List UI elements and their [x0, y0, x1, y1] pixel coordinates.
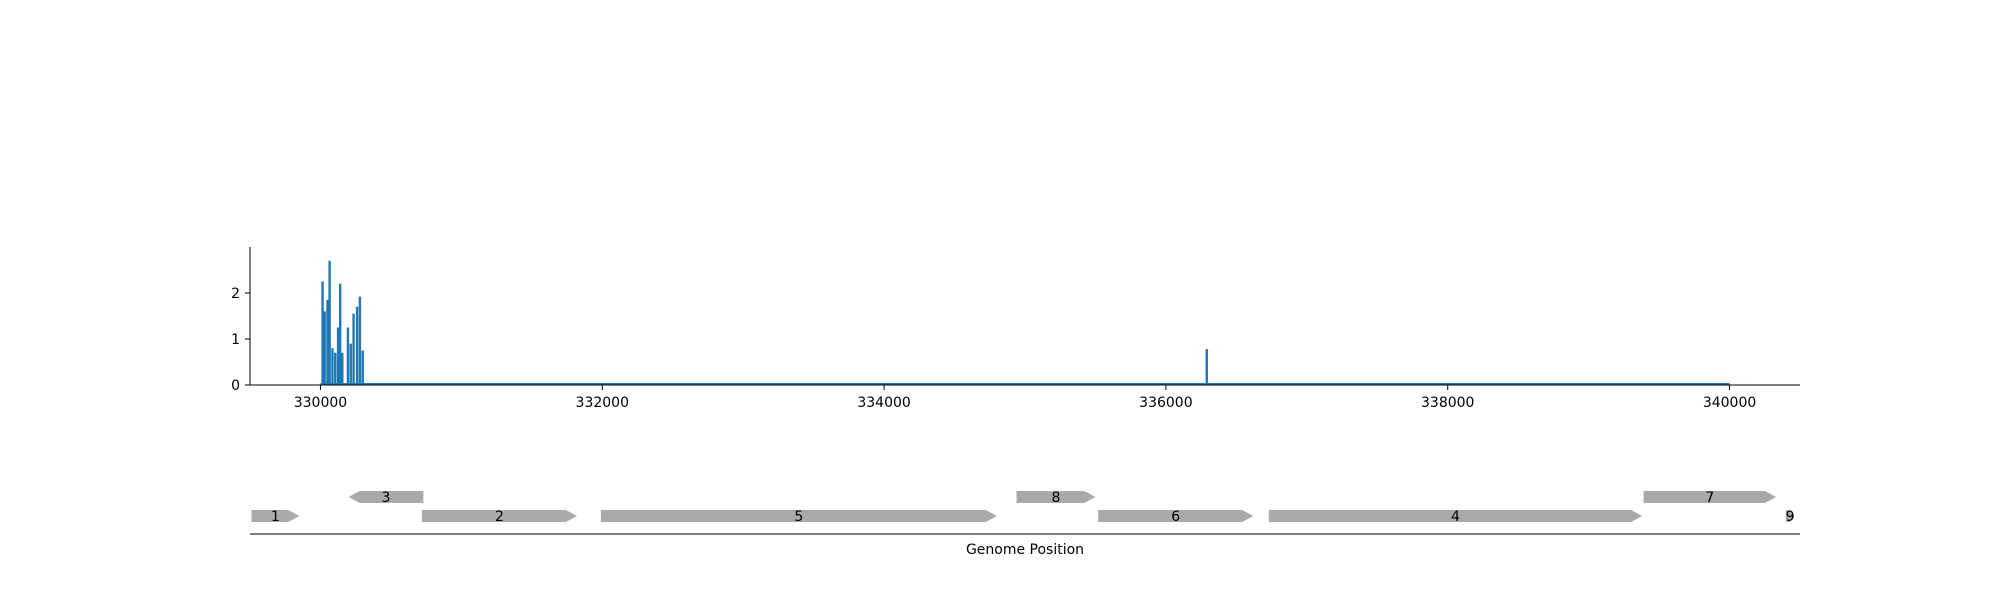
gene-label: 8: [1052, 490, 1061, 506]
gene-arrow: [348, 491, 424, 503]
x-tick-label: 334000: [857, 395, 910, 411]
gene-arrow: [1268, 510, 1643, 522]
coverage-plot: 0 1 2 330000 332000 334000 336000 338000 340000: [231, 247, 1800, 411]
y-tick-label: 2: [231, 286, 240, 302]
x-tick-label: 332000: [576, 395, 629, 411]
x-tick-label: 338000: [1421, 395, 1474, 411]
gene-track: 1 3 2 5 8 6 4 7 9 Genome Position: [250, 490, 1800, 558]
gene-label: 4: [1451, 509, 1460, 525]
gene-label: 2: [495, 509, 504, 525]
gene-arrow: [600, 510, 997, 522]
x-axis-ticks: 330000 332000 334000 336000 338000 340000: [294, 385, 1756, 411]
gene-label: 3: [382, 490, 391, 506]
y-axis-ticks: 0 1 2: [231, 286, 250, 394]
y-tick-label: 1: [231, 332, 240, 348]
gene-arrows: 1 3 2 5 8 6 4 7 9: [251, 490, 1795, 525]
gene-label: 1: [271, 509, 280, 525]
coverage-bars: [321, 260, 1208, 385]
x-tick-label: 336000: [1139, 395, 1192, 411]
gene-label: 6: [1171, 509, 1180, 525]
gene-arrow: [1098, 510, 1254, 522]
gene-label: 9: [1786, 509, 1795, 525]
gene-label: 5: [794, 509, 803, 525]
gene-arrow: [251, 510, 300, 522]
gene-label: 7: [1705, 490, 1714, 506]
y-tick-label: 0: [231, 378, 240, 394]
gene-arrow: [1785, 510, 1795, 522]
gene-track-xlabel: Genome Position: [966, 542, 1084, 558]
x-tick-label: 340000: [1703, 395, 1756, 411]
gene-arrow: [1016, 491, 1096, 503]
gene-arrow: [1643, 491, 1777, 503]
gene-arrow: [421, 510, 577, 522]
x-tick-label: 330000: [294, 395, 347, 411]
